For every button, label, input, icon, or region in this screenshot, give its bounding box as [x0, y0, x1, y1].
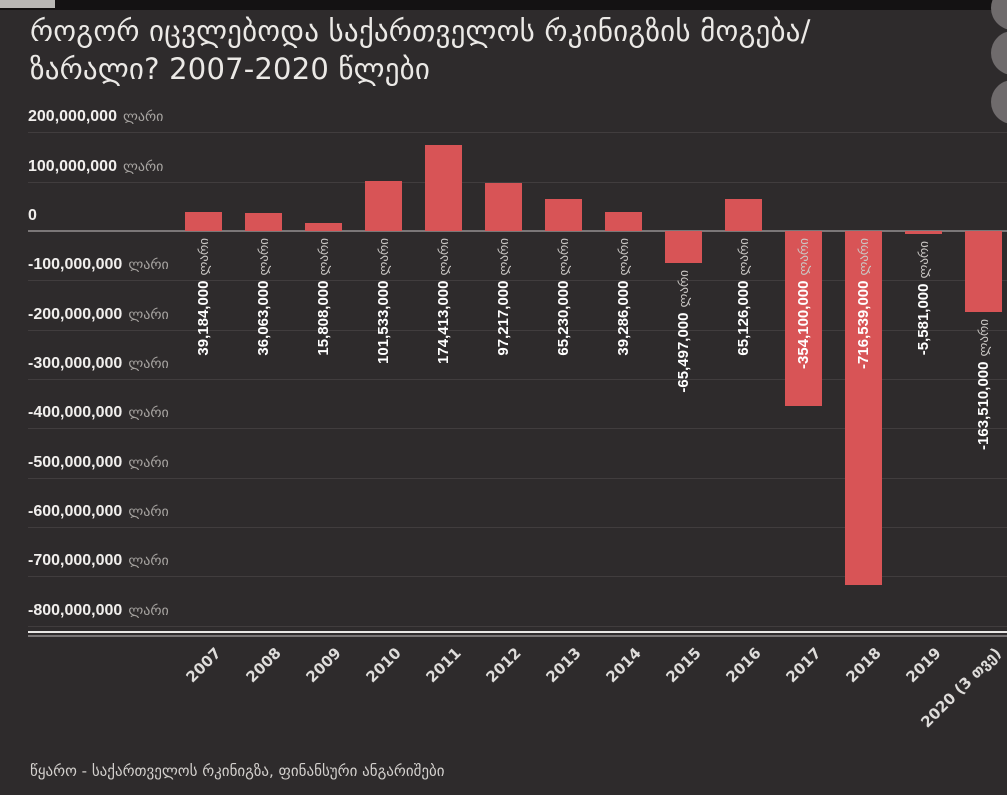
bar-value-label: 101,533,000ლარი: [374, 238, 392, 364]
y-axis-tick-label: -200,000,000 ლარი: [28, 305, 169, 323]
bar-2020 (3 თვე)[interactable]: [965, 231, 1002, 312]
bar-2008[interactable]: [245, 213, 282, 231]
x-axis-label-2019: 2019: [901, 644, 945, 687]
bar-2014[interactable]: [605, 211, 642, 231]
x-axis-line-shadow: [28, 634, 1007, 637]
bar-2009[interactable]: [305, 223, 342, 231]
bar-2007[interactable]: [185, 211, 222, 231]
round-button-3[interactable]: [991, 80, 1007, 124]
gridline: [28, 181, 1007, 183]
bar-value-label: 15,808,000ლარი: [314, 238, 332, 356]
bar-2016[interactable]: [725, 198, 762, 231]
bar-value-label: -163,510,000ლარი: [974, 318, 992, 450]
x-axis-line: [28, 631, 1007, 633]
chart-title-line1: როგორ იცვლებოდა საქართველოს რკინიგზის მო…: [30, 14, 811, 48]
bar-2015[interactable]: [665, 231, 702, 264]
bar-value-label: 36,063,000ლარი: [254, 238, 272, 356]
round-button-2[interactable]: [991, 31, 1007, 75]
bar-value-label: 65,230,000ლარი: [554, 238, 572, 356]
x-axis-label-2010: 2010: [361, 644, 405, 687]
bar-2010[interactable]: [365, 180, 402, 231]
x-axis-label-2007: 2007: [181, 644, 225, 687]
bar-value-label: -65,497,000ლარი: [674, 270, 692, 393]
x-axis-label-2013: 2013: [541, 644, 585, 687]
y-axis-tick-label: -400,000,000 ლარი: [28, 404, 169, 422]
top-strip: [0, 0, 1007, 10]
x-axis-label-2020 (3 თვე): 2020 (3 თვე): [916, 644, 1005, 732]
gridline: [28, 280, 1007, 282]
x-axis-label-2009: 2009: [301, 644, 345, 687]
bar-value-label: -5,581,000ლარი: [914, 240, 932, 355]
bar-2019[interactable]: [905, 231, 942, 234]
y-axis-tick-label: -600,000,000 ლარი: [28, 503, 169, 521]
gridline: [28, 132, 1007, 134]
bar-value-label: -716,539,000ლარი: [854, 238, 872, 369]
gridline: [28, 527, 1007, 529]
x-axis-label-2017: 2017: [781, 644, 825, 687]
x-axis-label-2016: 2016: [721, 644, 765, 687]
source-note: წყარო - საქართველოს რკინიგზა, ფინანსური …: [30, 762, 445, 780]
bar-2011[interactable]: [425, 144, 462, 231]
bar-2012[interactable]: [485, 183, 522, 231]
bar-2018[interactable]: [845, 231, 882, 585]
y-axis-tick-label: 200,000,000 ლარი: [28, 108, 164, 126]
gridline: [28, 576, 1007, 578]
gridline: [28, 379, 1007, 381]
gridline: [28, 329, 1007, 331]
bar-value-label: 97,217,000ლარი: [494, 238, 512, 356]
bar-value-label: -354,100,000ლარი: [794, 238, 812, 369]
x-axis-label-2011: 2011: [421, 644, 465, 687]
y-axis-tick-label: -100,000,000 ლარი: [28, 256, 169, 274]
chart-title: როგორ იცვლებოდა საქართველოს რკინიგზის მო…: [30, 12, 960, 88]
browser-corner-fragment: [0, 0, 55, 8]
chart-title-line2: ზარალი? 2007-2020 წლები: [30, 52, 431, 86]
gridline: [28, 625, 1007, 627]
gridline: [28, 428, 1007, 430]
y-axis-tick-label: -300,000,000 ლარი: [28, 355, 169, 373]
bar-value-label: 174,413,000ლარი: [434, 238, 452, 364]
x-axis-label-2012: 2012: [481, 644, 525, 687]
y-axis-tick-label: 100,000,000 ლარი: [28, 157, 164, 175]
zero-line: [28, 230, 1007, 232]
bar-2017[interactable]: [785, 231, 822, 406]
bar-value-label: 39,184,000ლარი: [194, 238, 212, 356]
y-axis-tick-label: -500,000,000 ლარი: [28, 453, 169, 471]
bar-2013[interactable]: [545, 198, 582, 231]
x-axis-label-2008: 2008: [241, 644, 285, 687]
y-axis-tick-label: -800,000,000 ლარი: [28, 601, 169, 619]
x-axis-label-2018: 2018: [841, 644, 885, 687]
x-axis-label-2015: 2015: [661, 644, 705, 687]
y-axis-tick-label: -700,000,000 ლარი: [28, 552, 169, 570]
bar-value-label: 39,286,000ლარი: [614, 238, 632, 356]
bar-value-label: 65,126,000ლარი: [734, 238, 752, 356]
x-axis-label-2014: 2014: [601, 644, 645, 687]
gridline: [28, 477, 1007, 479]
y-axis-tick-label: 0: [28, 207, 37, 224]
